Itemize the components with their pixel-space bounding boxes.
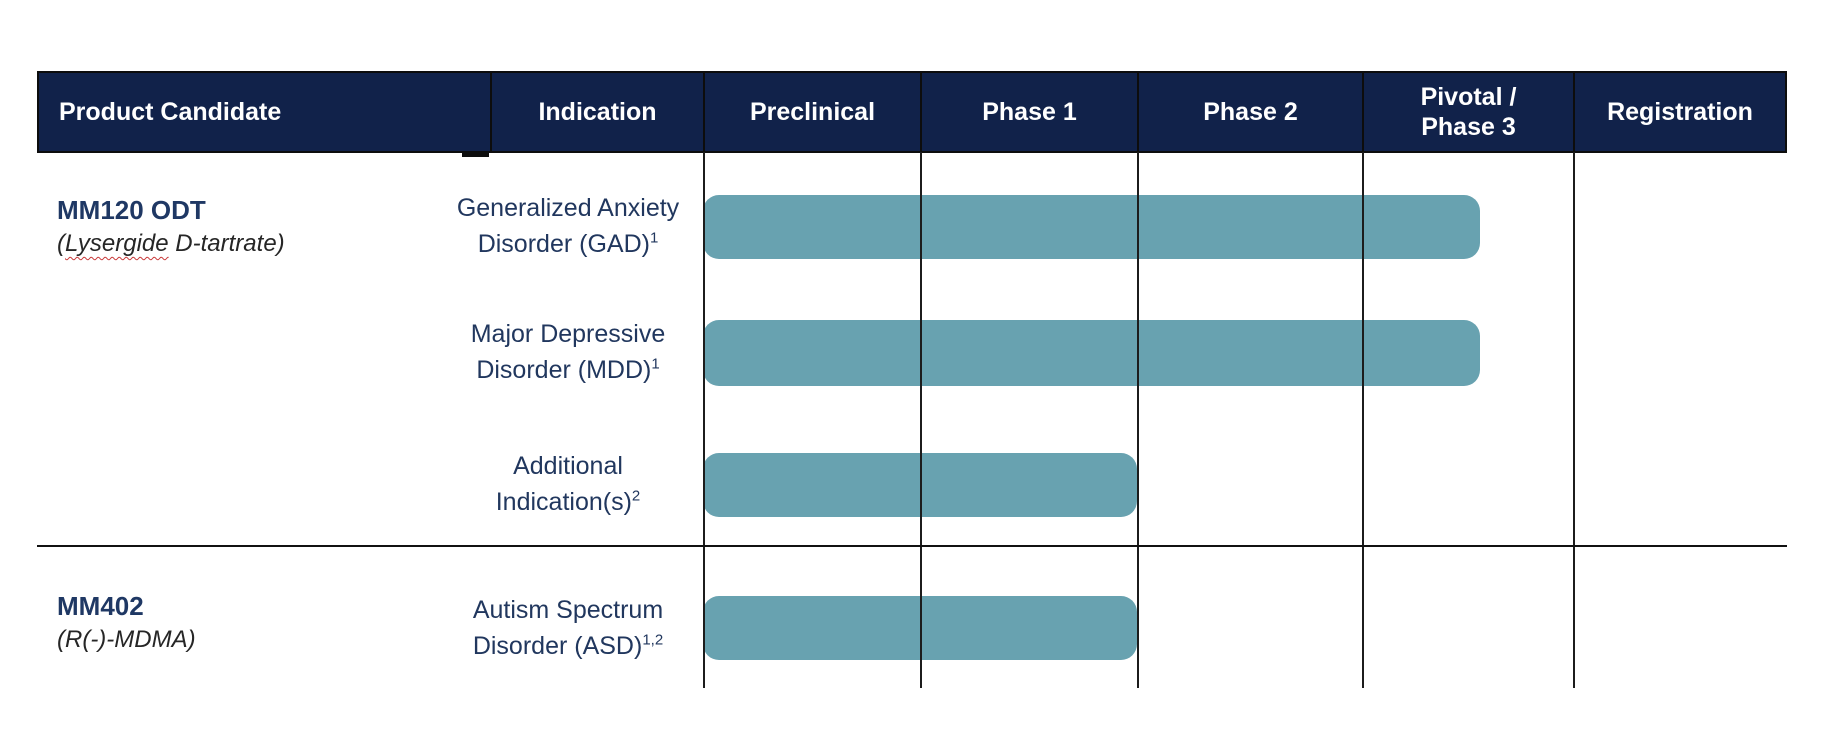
indication-line-1: Generalized Anxiety xyxy=(456,194,680,222)
product-label-mm402: MM402 (R(-)-MDMA) xyxy=(57,590,196,656)
indication-line-1: Major Depressive xyxy=(470,320,666,348)
header-cell-preclinical: Preclinical xyxy=(703,73,920,151)
product-alias: (Lysergide D-tartrate) xyxy=(57,227,285,260)
indication-line-2: Disorder (GAD)1 xyxy=(420,226,716,262)
indication-text: Indication(s) xyxy=(495,488,632,516)
header-cell-phase-2: Phase 2 xyxy=(1137,73,1362,151)
indication-line-1: Additional xyxy=(513,452,623,480)
gridline-phase3-start xyxy=(1362,152,1364,688)
indication-line-2: Disorder (ASD)1,2 xyxy=(420,628,716,664)
footnote-marker: 2 xyxy=(631,487,641,505)
indication-text: Disorder (MDD) xyxy=(476,356,652,384)
header-cell-indication: Indication xyxy=(490,73,703,151)
header-cell-pivotal-phase-3: Pivotal / Phase 3 xyxy=(1362,73,1573,151)
indication-text: Disorder (ASD) xyxy=(472,632,643,660)
indication-line-1: Autism Spectrum xyxy=(472,596,664,624)
pipeline-bar-mdd xyxy=(703,320,1481,386)
indication-label-mdd: Major Depressive Disorder (MDD)1 xyxy=(420,316,716,388)
alias-text: ( xyxy=(57,230,65,257)
header-border-artifact xyxy=(462,151,489,157)
header-cell-phase-1: Phase 1 xyxy=(920,73,1137,151)
header-cell-registration: Registration xyxy=(1573,73,1785,151)
header-cell-product-candidate: Product Candidate xyxy=(39,73,490,151)
product-group-divider xyxy=(37,545,1787,547)
alias-text: D-tartrate) xyxy=(168,230,285,257)
product-label-mm120: MM120 ODT (Lysergide D-tartrate) xyxy=(57,194,285,260)
pipeline-bar-gad xyxy=(703,195,1481,259)
indication-text: Disorder (GAD) xyxy=(477,230,650,258)
indication-label-gad: Generalized Anxiety Disorder (GAD)1 xyxy=(420,190,716,262)
product-alias: (R(-)-MDMA) xyxy=(57,626,196,653)
gridline-phase1-start xyxy=(920,152,922,688)
gridline-preclinical-start xyxy=(703,152,705,688)
product-name: MM120 ODT xyxy=(57,195,206,225)
gridline-registration-start xyxy=(1573,152,1575,688)
footnote-marker: 1 xyxy=(649,229,659,247)
indication-line-2: Indication(s)2 xyxy=(420,484,716,520)
table-header-row: Product Candidate Indication Preclinical… xyxy=(37,71,1787,153)
alias-misspelled-word: Lysergide xyxy=(65,230,169,257)
indication-label-additional: Additional Indication(s)2 xyxy=(420,448,716,520)
indication-label-asd: Autism Spectrum Disorder (ASD)1,2 xyxy=(420,592,716,664)
indication-line-2: Disorder (MDD)1 xyxy=(420,352,716,388)
footnote-marker: 1,2 xyxy=(642,631,664,649)
gridline-phase2-start xyxy=(1137,152,1139,688)
footnote-marker: 1 xyxy=(651,355,660,373)
product-name: MM402 xyxy=(57,591,144,621)
